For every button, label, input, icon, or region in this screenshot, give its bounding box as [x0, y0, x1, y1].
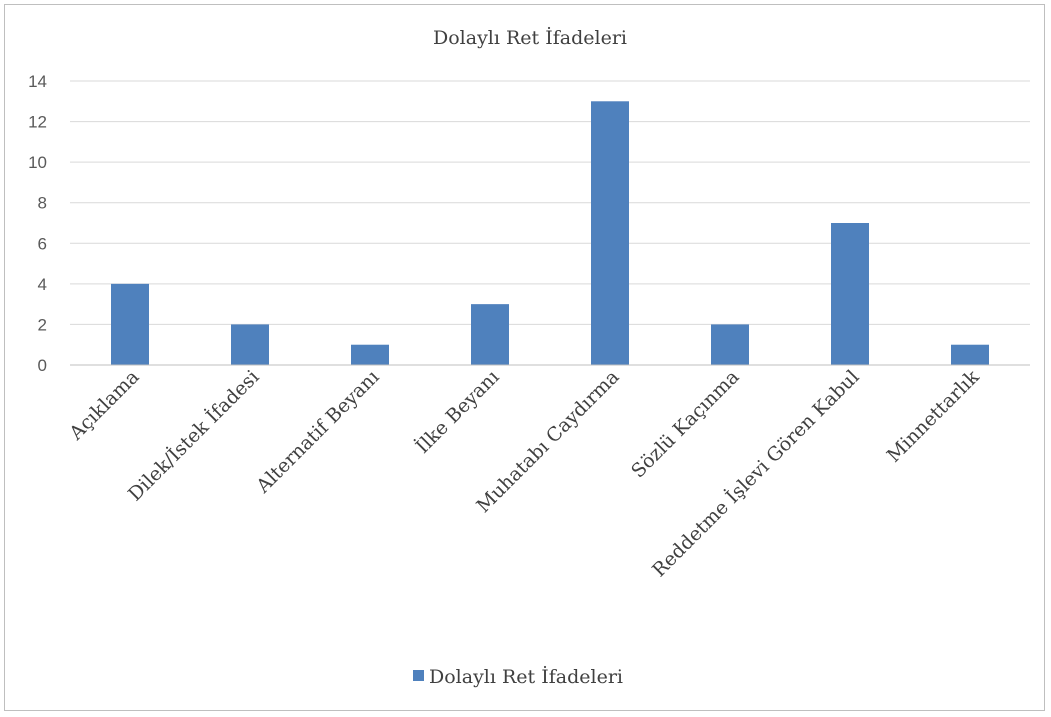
bar: [591, 101, 629, 366]
bar: [951, 344, 989, 365]
x-tick-label: Sözlü Kaçınma: [627, 366, 743, 482]
legend-label: Dolaylı Ret İfadeleri: [429, 665, 623, 688]
y-tick-label: 2: [38, 315, 47, 334]
legend-swatch: [413, 670, 424, 681]
bar: [831, 223, 869, 365]
y-tick-label: 6: [38, 234, 47, 253]
x-tick-label: Reddetme İşlevi Gören Kabul: [647, 365, 863, 581]
bar: [111, 283, 149, 365]
y-tick-label: 10: [28, 153, 47, 172]
y-tick-label: 4: [38, 275, 47, 294]
bar: [471, 304, 509, 365]
legend: Dolaylı Ret İfadeleri: [413, 665, 623, 688]
bar: [351, 344, 389, 365]
bar: [231, 324, 269, 365]
y-tick-label: 12: [28, 113, 47, 132]
y-tick-label: 0: [38, 356, 47, 375]
x-tick-label: İlke Beyanı: [411, 365, 504, 458]
x-tick-label: Dilek/İstek İfadesi: [123, 365, 263, 505]
y-tick-label: 8: [38, 194, 47, 213]
x-tick-label: Açıklama: [65, 366, 144, 445]
gridlines: [70, 80, 1030, 325]
x-tick-label: Minnettarlık: [883, 366, 984, 467]
x-tick-label: Alternatif Beyanı: [252, 366, 384, 498]
chart-title: Dolaylı Ret İfadeleri: [433, 26, 627, 49]
bars: [111, 101, 989, 366]
y-axis-ticks: 0 2 4 6 8 10 12 14: [28, 72, 47, 375]
bar: [711, 324, 749, 365]
y-tick-label: 14: [28, 72, 47, 91]
